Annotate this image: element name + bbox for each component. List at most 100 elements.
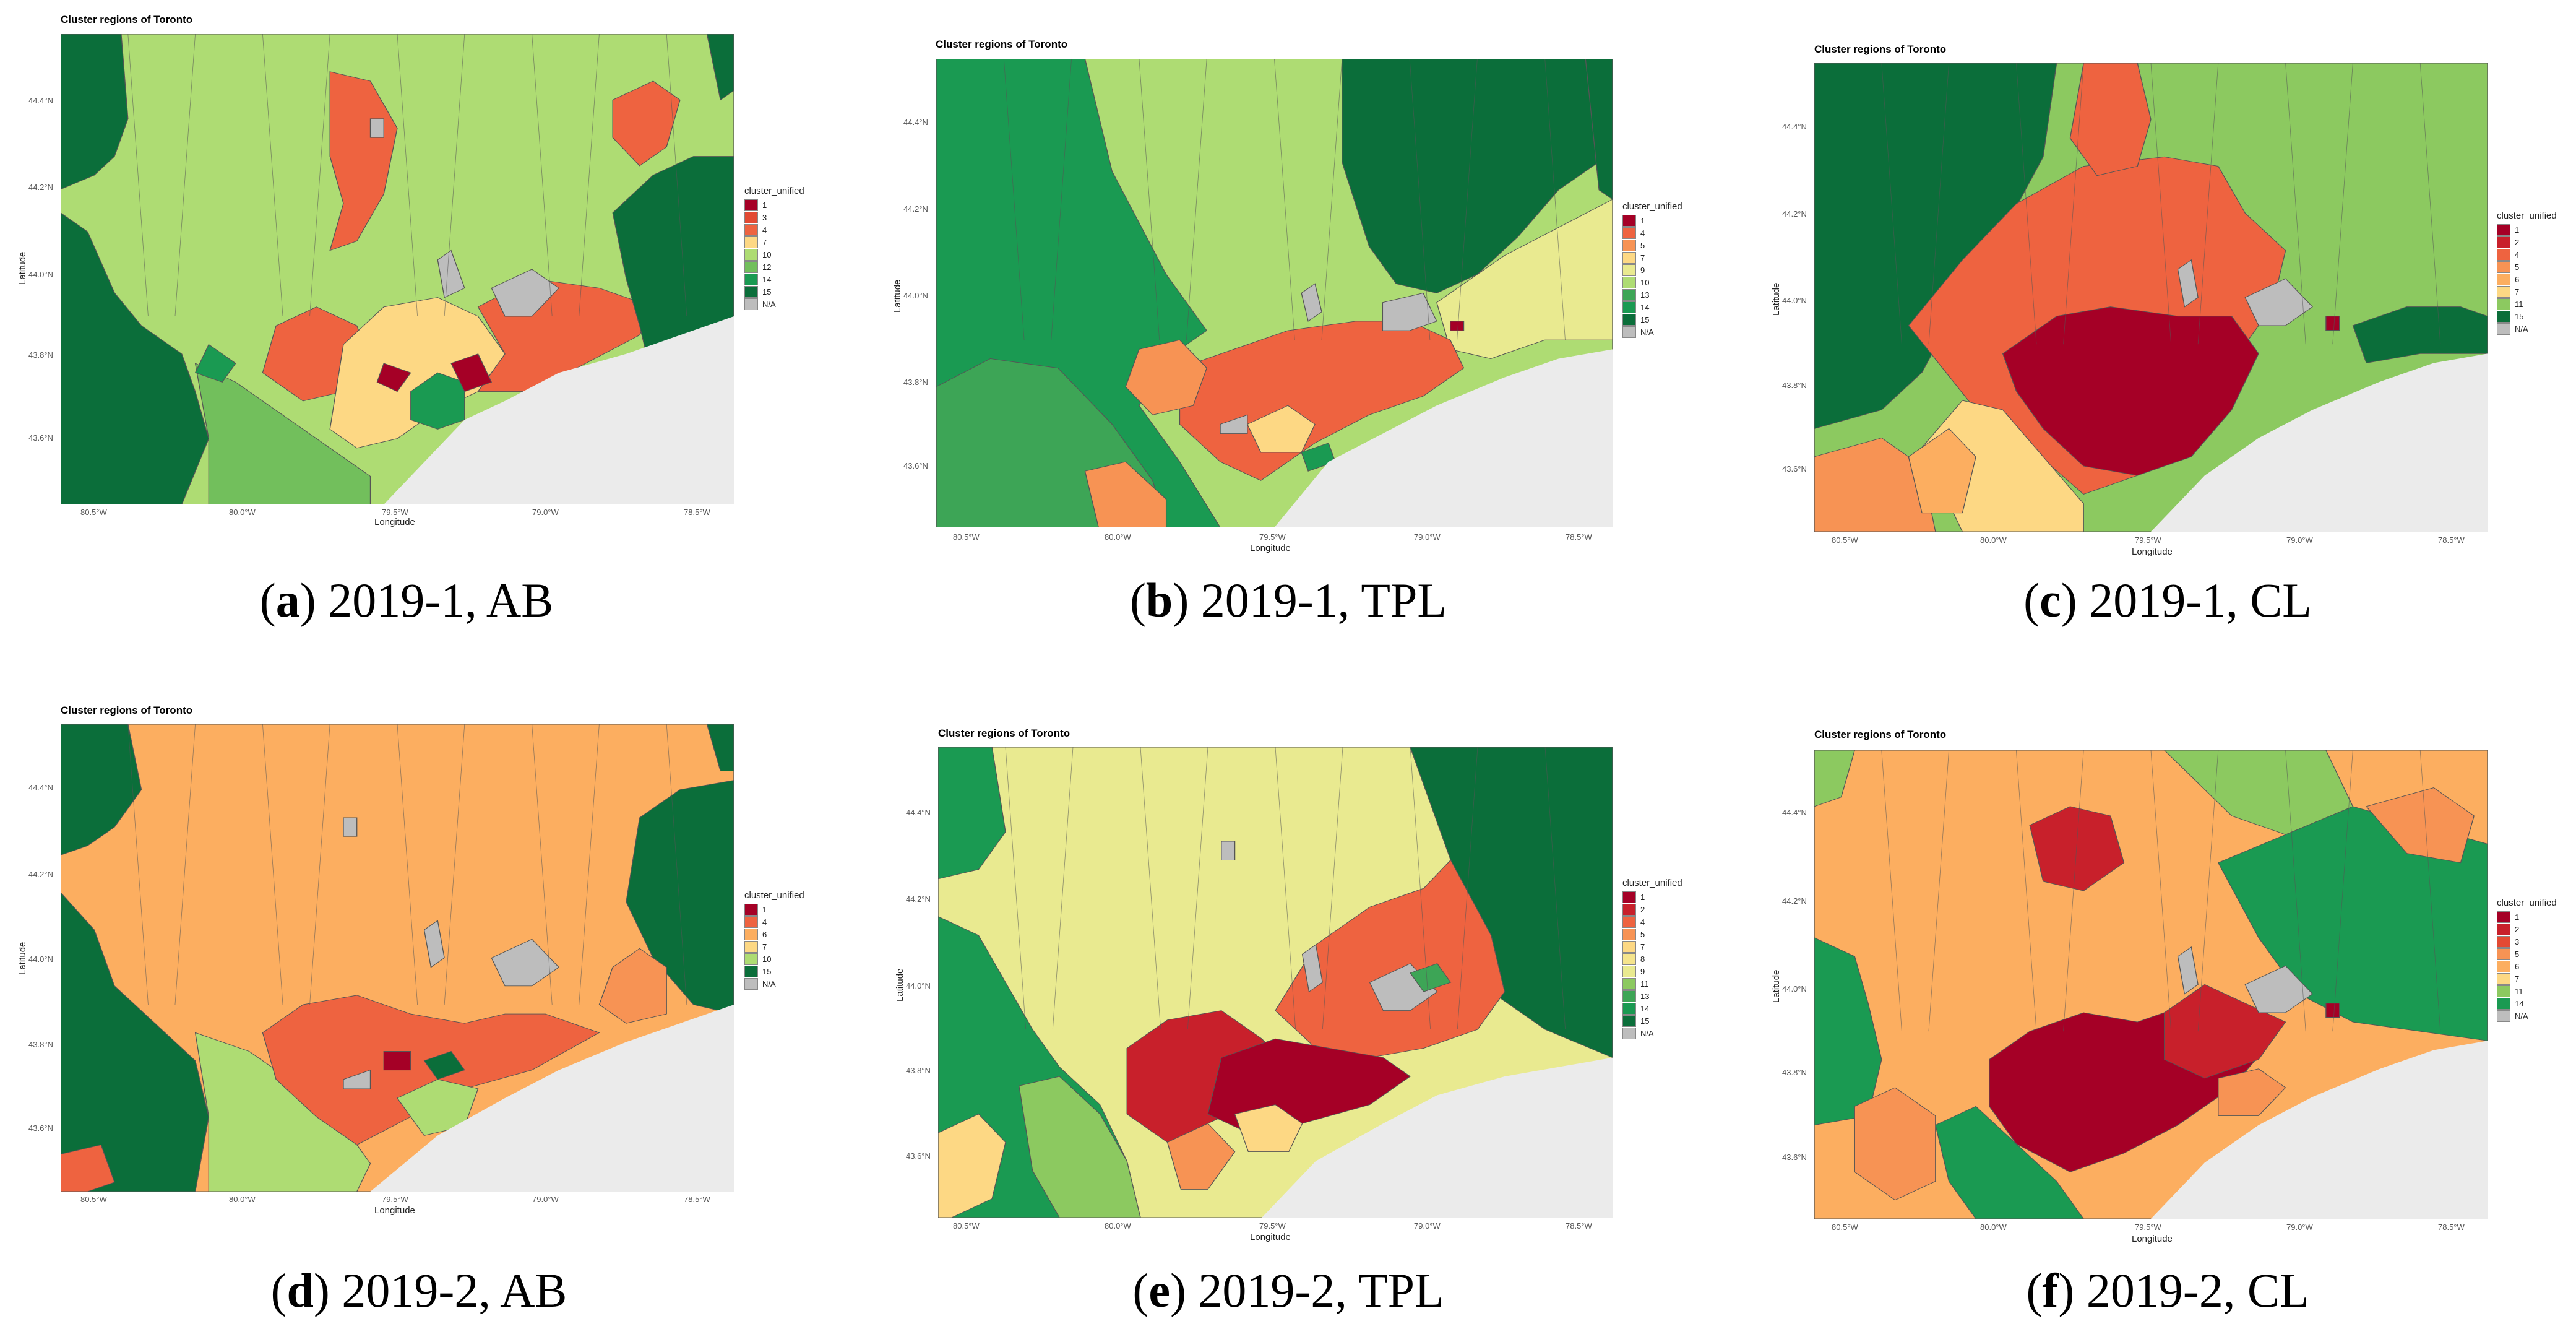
cluster-region [598, 948, 667, 1024]
y-tick: 44.4°N [28, 96, 53, 105]
cluster-region [1275, 859, 1506, 1058]
legend-swatch [744, 223, 758, 236]
caption-paren-close: ) [1170, 1263, 1186, 1317]
cluster-region [450, 353, 493, 392]
caption-text: 2019-1, CL [2077, 573, 2312, 627]
cluster-region [329, 71, 398, 251]
x-tick: 79.0°W [2286, 535, 2313, 545]
legend-swatch [1622, 251, 1636, 264]
caption-letter: a [275, 573, 300, 627]
choropleth-map [1814, 63, 2488, 532]
cluster-region [2352, 306, 2488, 364]
legend-label: 12 [762, 262, 772, 272]
legend-swatch [1622, 313, 1636, 326]
y-tick: 44.2°N [28, 870, 53, 879]
region-boundary [1881, 63, 1902, 345]
cluster-region [1301, 944, 1323, 993]
legend-label: 4 [762, 917, 767, 927]
legend-swatch [2497, 298, 2510, 310]
legend-item: N/A [1622, 326, 1682, 338]
region-boundary [1544, 747, 1566, 1030]
legend-label: 4 [1640, 228, 1645, 238]
legend-label: 5 [1640, 929, 1645, 939]
cluster-region [2164, 984, 2286, 1079]
legend-swatch [2497, 323, 2510, 335]
y-tick: 44.0°N [1782, 984, 1807, 994]
legend-label: 5 [2515, 262, 2520, 272]
legend-label: N/A [762, 299, 776, 309]
caption-e: (e) 2019-2, TPL [1132, 1263, 1444, 1318]
region-boundary [2419, 750, 2441, 1032]
y-tick: 44.2°N [28, 183, 53, 192]
legend-item: 10 [744, 953, 804, 965]
cluster-region [626, 780, 734, 1015]
x-tick: 79.5°W [2135, 535, 2161, 545]
caption-paren-open: ( [1129, 573, 1146, 627]
legend-swatch [744, 261, 758, 273]
cluster-region [1301, 283, 1322, 322]
caption-paren-close: ) [313, 1263, 330, 1317]
legend-swatch [2497, 1010, 2510, 1022]
cluster-region [2244, 965, 2313, 1013]
cluster-region [1221, 841, 1236, 860]
legend-item: 1 [2497, 223, 2557, 236]
legend-item: 1 [744, 199, 804, 211]
y-axis-title: Latitude [1771, 969, 1781, 1003]
x-tick: 78.5°W [2438, 1223, 2465, 1232]
legend-swatch [1622, 1015, 1636, 1027]
legend-label: 11 [1640, 979, 1649, 989]
legend-item: 8 [1622, 953, 1682, 965]
legend-label: 15 [1640, 314, 1650, 324]
legend-swatch [744, 273, 758, 285]
legend-label: 11 [2515, 299, 2523, 309]
legend: cluster_unified 1 4 5 7 9 10 13 14 15 N/A [1622, 201, 1682, 338]
x-tick: 79.5°W [1259, 532, 1286, 542]
x-tick: 78.5°W [1566, 532, 1592, 542]
legend-label: 6 [762, 929, 767, 939]
x-tick: 78.5°W [684, 1195, 710, 1204]
y-tick: 43.6°N [1782, 1153, 1807, 1162]
x-axis-title: Longitude [2132, 1234, 2173, 1244]
cluster-region [2069, 63, 2152, 176]
legend-swatch [1622, 953, 1636, 965]
legend-swatch [2497, 285, 2510, 298]
legend-swatch [744, 928, 758, 940]
legend-swatch [2497, 923, 2510, 935]
lake-region [1274, 349, 1613, 527]
legend-item: 2 [1622, 903, 1682, 916]
y-axis-title: Latitude [17, 942, 28, 975]
legend-swatch [1622, 264, 1636, 276]
region-boundary [579, 34, 600, 317]
region-boundary [1928, 750, 1950, 1032]
cluster-region [1585, 59, 1613, 200]
region-boundary [2197, 750, 2219, 1032]
region-boundary [2285, 63, 2306, 345]
cluster-region [1179, 321, 1465, 481]
legend-label: 11 [2515, 986, 2523, 996]
map-title: Cluster regions of Toronto [61, 14, 193, 25]
legend-title: cluster_unified [1622, 201, 1682, 212]
region-boundary [1187, 747, 1208, 1030]
legend-item: 11 [2497, 985, 2557, 997]
legend-item: N/A [1622, 1027, 1682, 1039]
cluster-region [706, 34, 734, 101]
region-boundary [262, 34, 283, 317]
legend-swatch [744, 965, 758, 977]
legend-item: 9 [1622, 965, 1682, 977]
cluster-region [423, 1050, 465, 1080]
legend-item: 6 [2497, 960, 2557, 972]
y-tick: 43.6°N [1782, 464, 1807, 474]
cluster-region [612, 80, 681, 167]
legend-label: 7 [762, 237, 767, 247]
legend-item: 15 [1622, 313, 1682, 326]
legend-item: 5 [2497, 948, 2557, 960]
legend-item: 4 [744, 223, 804, 236]
x-tick: 80.5°W [953, 1221, 980, 1231]
region-boundary [127, 34, 149, 317]
legend-swatch [1622, 928, 1636, 940]
choropleth-map [61, 724, 734, 1192]
cluster-region [2218, 1068, 2286, 1116]
region-boundary [309, 34, 330, 317]
cluster-region [1935, 1106, 2084, 1219]
cluster-region [423, 920, 445, 968]
